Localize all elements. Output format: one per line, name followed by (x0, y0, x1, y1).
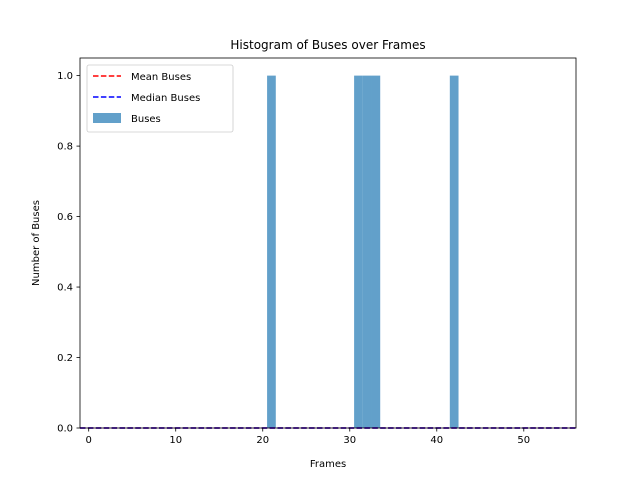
plot-frame (79, 57, 577, 429)
y-axis-ticks: 0.0 0.2 0.4 0.6 0.8 1.0 (57, 71, 80, 435)
legend-buses-swatch (93, 113, 121, 123)
y-tick-label: 0.6 (57, 212, 73, 223)
x-axis-ticks: 0 10 20 30 40 50 (86, 428, 530, 446)
bar-42 (449, 75, 459, 428)
legend: Mean Buses Median Buses Buses (86, 64, 234, 133)
x-tick-label: 40 (430, 435, 443, 446)
y-tick-label: 0.2 (57, 353, 73, 364)
bar-33 (371, 75, 381, 428)
y-tick-label: 0.0 (57, 424, 73, 435)
y-axis-label: Number of Buses (31, 200, 42, 286)
y-tick-label: 0.4 (57, 283, 73, 294)
legend-buses-label: Buses (131, 114, 161, 125)
bar-21 (267, 75, 276, 428)
x-axis-label: Frames (310, 459, 346, 470)
x-tick-label: 30 (343, 435, 356, 446)
bar-32 (362, 75, 372, 428)
x-tick-label: 50 (517, 435, 530, 446)
y-tick-label: 1.0 (57, 71, 73, 82)
legend-mean-label: Mean Buses (131, 72, 191, 83)
bars-group (267, 75, 459, 428)
legend-box (86, 64, 234, 133)
chart-title: Histogram of Buses over Frames (230, 38, 425, 52)
legend-median-label: Median Buses (131, 93, 200, 104)
y-tick-label: 0.8 (57, 142, 73, 153)
x-tick-label: 10 (169, 435, 182, 446)
bar-31 (354, 75, 363, 428)
x-tick-label: 20 (256, 435, 269, 446)
x-tick-label: 0 (86, 435, 92, 446)
